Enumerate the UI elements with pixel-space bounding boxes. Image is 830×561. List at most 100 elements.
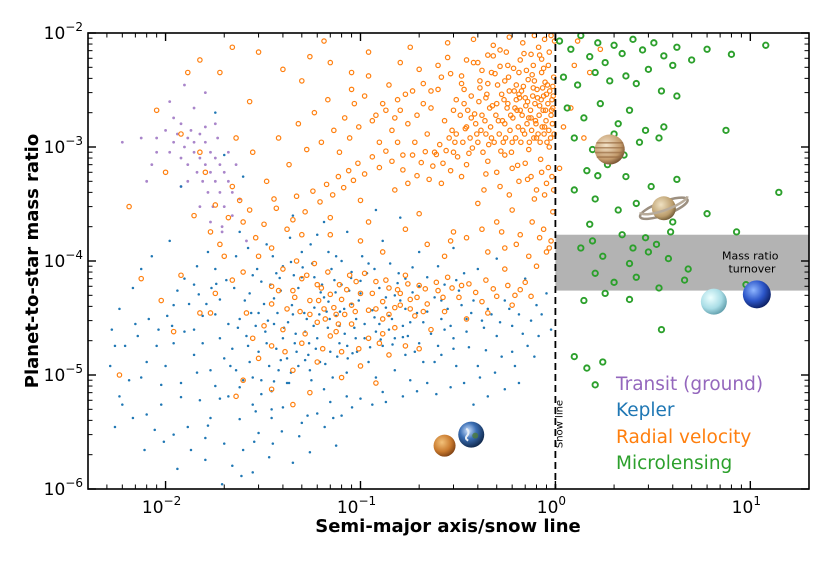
point-radial-velocity-109	[338, 296, 345, 303]
point-kepler-268	[252, 440, 256, 443]
point-kepler-181	[359, 279, 362, 283]
point-radial-velocity-145	[412, 313, 418, 319]
point-transit-ground--38	[234, 163, 238, 167]
point-kepler-346	[484, 348, 488, 352]
point-kepler-20	[265, 341, 268, 345]
point-kepler-107	[315, 233, 319, 236]
point-radial-velocity-309	[532, 100, 538, 107]
point-radial-velocity-74	[412, 139, 418, 146]
point-radial-velocity-352	[477, 78, 483, 84]
point-radial-velocity-346	[397, 107, 404, 114]
point-radial-velocity-1	[435, 86, 441, 93]
point-kepler-53	[363, 337, 366, 340]
point-radial-velocity-282	[496, 131, 503, 137]
point-radial-velocity-312	[535, 131, 541, 137]
point-radial-velocity-73	[402, 91, 409, 98]
point-kepler-228	[179, 395, 183, 399]
point-kepler-99	[172, 303, 175, 307]
point-radial-velocity-182	[560, 124, 567, 130]
point-microlensing-60	[591, 269, 599, 277]
point-kepler-104	[265, 243, 268, 246]
point-radial-velocity-232	[310, 188, 316, 194]
point-microlensing-19	[591, 68, 599, 77]
point-radial-velocity-99	[255, 253, 262, 260]
point-radial-velocity-192	[249, 149, 256, 156]
point-kepler-41	[326, 326, 330, 329]
point-kepler-110	[367, 262, 370, 265]
point-microlensing-0	[555, 37, 564, 45]
point-kepler-38	[315, 337, 319, 340]
point-radial-velocity-404	[458, 282, 465, 289]
point-kepler-151	[201, 314, 204, 318]
point-transit-ground--26	[213, 156, 217, 160]
point-kepler-218	[351, 352, 354, 355]
point-radial-velocity-246	[394, 139, 401, 146]
point-microlensing-1	[567, 45, 575, 53]
point-kepler-178	[313, 276, 316, 279]
point-kepler-161	[305, 317, 308, 321]
point-kepler-293	[157, 328, 160, 331]
point-radial-velocity-77	[348, 86, 355, 93]
point-kepler-266	[220, 483, 224, 486]
point-kepler-82	[270, 416, 273, 420]
point-kepler-297	[197, 293, 201, 296]
point-kepler-222	[401, 335, 405, 339]
point-radial-velocity-438	[302, 330, 308, 337]
point-radial-velocity-249	[409, 152, 416, 158]
point-radial-velocity-188	[153, 107, 160, 114]
point-kepler-12	[241, 378, 245, 382]
point-radial-velocity-43	[543, 180, 550, 187]
point-microlensing-59	[684, 265, 692, 273]
point-radial-velocity-391	[336, 281, 343, 288]
point-kepler-341	[537, 334, 540, 338]
point-radial-velocity-108	[333, 311, 339, 318]
point-radial-velocity-460	[536, 234, 543, 241]
point-kepler-76	[172, 433, 175, 436]
point-radial-velocity-363	[544, 82, 551, 88]
point-microlensing-30	[614, 120, 622, 128]
point-radial-velocity-267	[467, 135, 473, 141]
point-kepler-159	[279, 358, 283, 362]
point-radial-velocity-349	[453, 96, 460, 103]
point-transit-ground--32	[222, 170, 226, 174]
point-transit-ground--54	[213, 122, 217, 126]
point-kepler-7	[222, 357, 226, 360]
point-kepler-149	[108, 364, 112, 368]
point-kepler-237	[338, 310, 342, 313]
point-radial-velocity-166	[506, 34, 513, 40]
point-kepler-248	[449, 324, 452, 328]
point-radial-velocity-304	[526, 139, 533, 146]
point-kepler-220	[379, 338, 382, 341]
point-kepler-295	[170, 324, 174, 328]
point-radial-velocity-430	[178, 272, 184, 279]
point-radial-velocity-72	[392, 115, 398, 121]
point-kepler-329	[183, 277, 186, 280]
point-radial-velocity-173	[435, 62, 441, 69]
point-microlensing-32	[641, 126, 650, 134]
point-microlensing-23	[644, 65, 653, 73]
point-kepler-23	[272, 322, 276, 326]
point-kepler-8	[227, 395, 230, 398]
point-radial-velocity-35	[493, 169, 500, 176]
point-radial-velocity-469	[321, 38, 327, 44]
point-radial-velocity-322	[545, 100, 551, 107]
point-kepler-172	[510, 324, 514, 328]
point-radial-velocity-471	[397, 59, 404, 66]
point-radial-velocity-376	[438, 180, 445, 187]
point-kepler-249	[460, 303, 463, 307]
point-microlensing-71	[591, 381, 599, 389]
point-radial-velocity-342	[458, 80, 465, 87]
series-layer	[108, 33, 783, 486]
point-kepler-300	[215, 282, 218, 286]
point-radial-velocity-40	[528, 173, 534, 180]
point-radial-velocity-462	[365, 219, 372, 225]
point-kepler-155	[275, 272, 278, 275]
point-radial-velocity-423	[373, 306, 379, 312]
point-kepler-278	[401, 395, 405, 398]
point-radial-velocity-270	[473, 131, 480, 137]
point-transit-ground--1	[139, 136, 143, 140]
point-radial-velocity-418	[322, 316, 329, 322]
point-radial-velocity-81	[255, 49, 262, 55]
point-kepler-157	[251, 376, 254, 379]
point-radial-velocity-284	[499, 117, 506, 124]
